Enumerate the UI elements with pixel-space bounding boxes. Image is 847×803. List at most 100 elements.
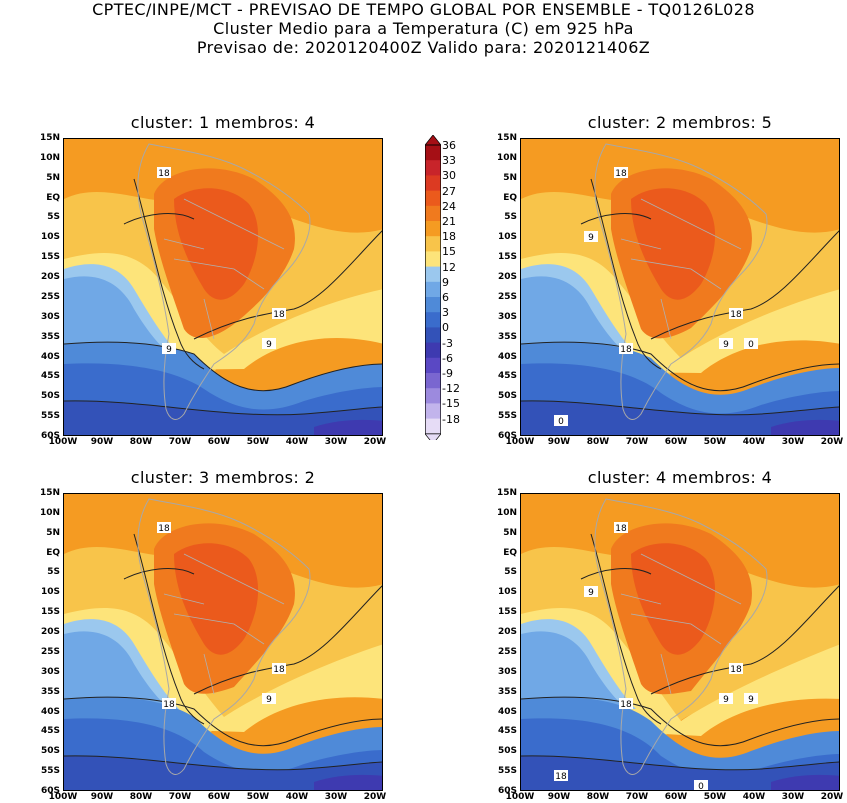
lat-tick-label: 50S <box>40 391 60 402</box>
lon-tick-label: 90W <box>547 437 571 447</box>
lat-tick-label: 30S <box>40 311 60 322</box>
lat-tick-label: 30S <box>497 311 517 322</box>
country-border <box>640 198 742 250</box>
svg-text:9: 9 <box>723 695 729 705</box>
panel-title: cluster: 1 membros: 4 <box>130 113 316 132</box>
svg-text:18: 18 <box>158 524 170 534</box>
contour-line <box>521 341 839 392</box>
contour-line <box>580 213 652 225</box>
colorbar-segment <box>425 373 441 389</box>
temperature-field: 18 18 9 9 <box>64 139 382 435</box>
country-border <box>640 553 742 605</box>
country-border <box>630 258 722 290</box>
temperature-band <box>64 755 382 790</box>
lat-tick-label: 5S <box>47 212 60 223</box>
contour-line <box>64 341 382 392</box>
temperature-map: 18 18 18 9 9 9 18 0 <box>520 493 840 791</box>
contour-label: 18 <box>619 343 633 355</box>
colorbar-label: 24 <box>442 199 456 213</box>
colorbar-segment <box>425 418 441 435</box>
lat-tick-label: 5S <box>504 567 517 578</box>
colorbar-segment <box>425 312 441 328</box>
contour-line <box>580 568 652 580</box>
figure-title-line2: Cluster Medio para a Temperatura (C) em … <box>213 19 634 38</box>
lat-tick-label: 55S <box>497 411 517 422</box>
colorbar-segment <box>425 236 441 252</box>
svg-text:0: 0 <box>558 417 564 427</box>
lon-tick-label: 70W <box>625 792 649 802</box>
contour-label: 9 <box>584 586 598 598</box>
contour-label: 0 <box>554 415 568 427</box>
lat-tick-label: 15S <box>40 607 60 618</box>
lon-tick-label: 30W <box>781 437 805 447</box>
panel-title: cluster: 3 membros: 2 <box>130 468 316 487</box>
panel-title: cluster: 2 membros: 5 <box>587 113 773 132</box>
contour-label: 18 <box>729 308 743 320</box>
contour-line <box>193 585 382 695</box>
colorbar-segment <box>425 160 441 176</box>
colorbar-label: 9 <box>442 275 449 289</box>
temperature-field: 18 18 18 9 <box>64 494 382 790</box>
temperature-band <box>64 400 382 435</box>
colorbar-segment <box>425 297 441 313</box>
lon-tick-label: 20W <box>820 792 844 802</box>
temperature-band <box>521 755 839 790</box>
lon-tick-label: 40W <box>742 792 766 802</box>
country-border <box>203 653 215 695</box>
svg-text:9: 9 <box>723 340 729 350</box>
lat-tick-label: 35S <box>40 686 60 697</box>
lon-tick-label: 30W <box>324 437 348 447</box>
lon-tick-label: 40W <box>742 437 766 447</box>
contour-line <box>123 568 195 580</box>
lon-tick-label: 60W <box>664 437 688 447</box>
colorbar-label: 33 <box>442 154 456 168</box>
colorbar-segment <box>425 357 441 374</box>
svg-text:18: 18 <box>273 665 285 675</box>
lon-tick-label: 80W <box>129 792 153 802</box>
lon-tick-label: 30W <box>781 792 805 802</box>
country-border <box>183 553 285 605</box>
country-border <box>173 258 265 290</box>
lat-tick-label: 15N <box>39 133 60 143</box>
country-border <box>660 298 672 340</box>
colorbar-segment <box>425 221 441 237</box>
colorbar-label: -18 <box>442 412 460 426</box>
lat-tick-label: 20S <box>40 272 60 283</box>
colorbar-label: -6 <box>442 351 453 365</box>
lat-tick-label: 45S <box>40 726 60 737</box>
contour-line <box>123 213 195 225</box>
country-border <box>183 198 285 250</box>
svg-text:9: 9 <box>588 233 594 243</box>
lon-tick-label: 20W <box>820 437 844 447</box>
contour-line <box>521 755 839 771</box>
country-border <box>163 238 205 250</box>
lon-tick-label: 60W <box>207 792 231 802</box>
colorbar-label: -12 <box>442 382 460 396</box>
lat-tick-label: 45S <box>497 726 517 737</box>
colorbar-segment <box>425 342 441 359</box>
lat-tick-label: 35S <box>497 331 517 342</box>
contour-label: 9 <box>262 693 276 705</box>
colorbar-arrow <box>424 134 442 146</box>
temperature-band <box>631 543 716 655</box>
lat-tick-label: 60S <box>40 786 60 796</box>
lat-tick-label: 20S <box>40 627 60 638</box>
coastline <box>594 498 768 775</box>
lat-tick-label: EQ <box>46 192 60 203</box>
colorbar-label: -15 <box>442 397 460 411</box>
contour-line <box>650 585 839 695</box>
lon-tick-label: 30W <box>324 792 348 802</box>
colorbar-segment <box>425 205 441 222</box>
lat-tick-label: 50S <box>497 391 517 402</box>
temperature-band <box>314 419 382 435</box>
colorbar-segment <box>425 145 441 161</box>
lat-tick-label: 15N <box>496 133 517 143</box>
contour-label: 9 <box>162 343 176 355</box>
contour-line <box>521 696 839 747</box>
lon-tick-label: 80W <box>586 437 610 447</box>
lat-tick-label: 15N <box>39 488 60 498</box>
country-border <box>620 238 662 250</box>
contour-line <box>64 755 382 771</box>
lat-tick-label: 40S <box>40 706 60 717</box>
lat-tick-label: 60S <box>497 431 517 441</box>
